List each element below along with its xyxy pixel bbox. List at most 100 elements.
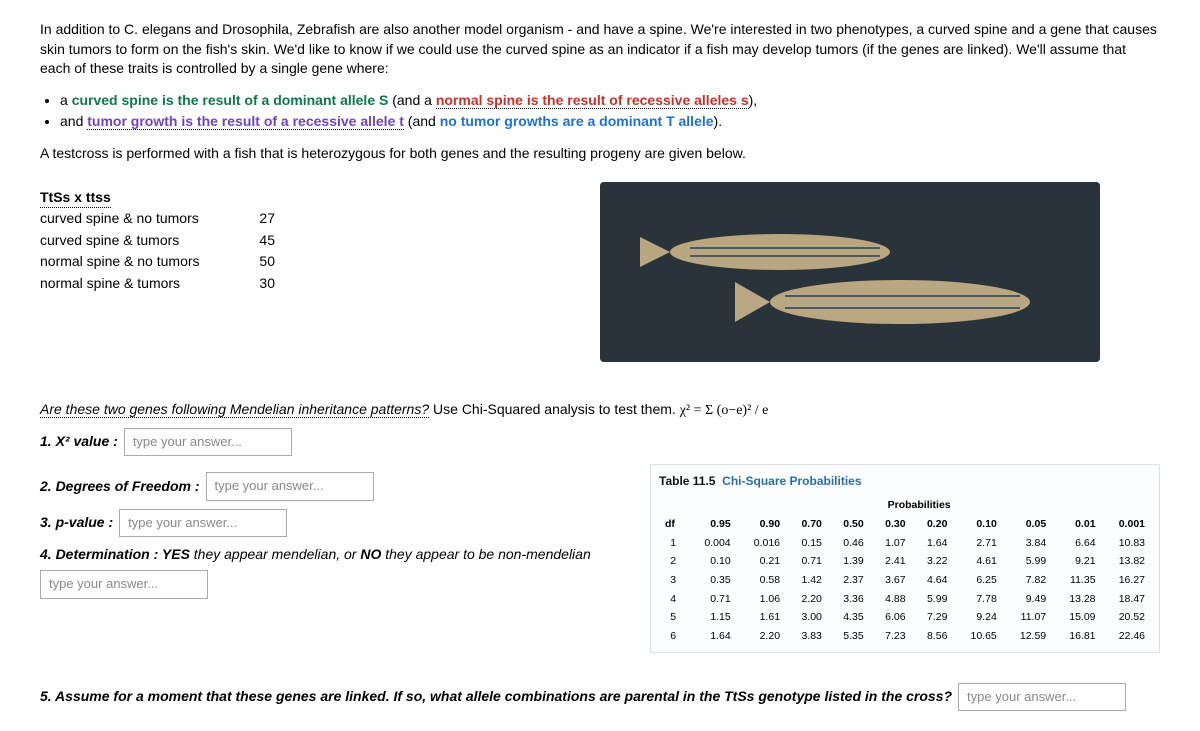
q5-input[interactable]: type your answer... (958, 683, 1126, 711)
chi-cell: 13.82 (1102, 552, 1151, 571)
chi-cell: 8.56 (912, 627, 954, 646)
chi-cell: 2.20 (737, 627, 786, 646)
chi-cell: 1.42 (786, 571, 828, 590)
chi-cell: 6.25 (953, 571, 1002, 590)
chi-cell: 0.71 (687, 590, 736, 609)
rule2-a: and (60, 113, 87, 129)
q3-input[interactable]: type your answer... (119, 509, 287, 537)
chi-col-header: 0.001 (1102, 515, 1151, 534)
rule1-c: (and a (388, 92, 435, 108)
chi-cell: 6.06 (870, 608, 912, 627)
chi-cell: 0.71 (786, 552, 828, 571)
chi-cell: 0.21 (737, 552, 786, 571)
chi-df-cell: 3 (659, 571, 687, 590)
chi-cell: 5.99 (1003, 552, 1052, 571)
chi-cell: 9.21 (1052, 552, 1101, 571)
intro-text: In addition to C. elegans and Drosophila… (40, 21, 1157, 76)
chi-row: 61.642.203.835.357.238.5610.6512.5916.81… (659, 627, 1151, 646)
q5-label: 5. Assume for a moment that these genes … (40, 687, 952, 707)
q3-label: 3. p-value : (40, 513, 113, 533)
chi-df-header: df (659, 515, 687, 534)
chi-cell: 16.81 (1052, 627, 1101, 646)
q4-row: 4. Determination : YES they appear mende… (40, 545, 650, 599)
chi-cell: 15.09 (1052, 608, 1101, 627)
chi-cell: 3.67 (870, 571, 912, 590)
chi-table-title: Table 11.5 Chi-Square Probabilities (659, 469, 1151, 496)
q4-input[interactable]: type your answer... (40, 570, 208, 598)
chi-cell: 7.82 (1003, 571, 1052, 590)
rule-1: a curved spine is the result of a domina… (60, 91, 1160, 111)
chi-cell: 7.78 (953, 590, 1002, 609)
chi-col-header: 0.05 (1003, 515, 1052, 534)
chi-cell: 0.15 (786, 534, 828, 553)
chi-row: 10.0040.0160.150.461.071.642.713.846.641… (659, 534, 1151, 553)
chi-cell: 4.88 (870, 590, 912, 609)
chi-col-header: 0.70 (786, 515, 828, 534)
chi-df-cell: 6 (659, 627, 687, 646)
table-row: curved spine & no tumors27 (40, 208, 275, 230)
chi-data-table: Probabilitiesdf0.950.900.700.500.300.200… (659, 496, 1151, 646)
chi-cell: 1.64 (687, 627, 736, 646)
chi-cell: 2.41 (870, 552, 912, 571)
chi-cell: 1.15 (687, 608, 736, 627)
q4-no: NO (360, 546, 381, 562)
progeny-value: 50 (245, 251, 275, 273)
q5-row: 5. Assume for a moment that these genes … (40, 683, 1160, 711)
chi-cell: 20.52 (1102, 608, 1151, 627)
chi-col-header: 0.20 (912, 515, 954, 534)
table-row: normal spine & no tumors50 (40, 251, 275, 273)
q2-label: 2. Degrees of Freedom : (40, 477, 200, 497)
chi-col-header: 0.90 (737, 515, 786, 534)
chi-df-cell: 2 (659, 552, 687, 571)
progeny-label: normal spine & no tumors (40, 251, 245, 273)
chi-cell: 3.36 (828, 590, 870, 609)
chi-cell: 1.06 (737, 590, 786, 609)
table-row: normal spine & tumors30 (40, 273, 275, 295)
chi-row: 20.100.210.711.392.413.224.615.999.2113.… (659, 552, 1151, 571)
chi-col-header: 0.50 (828, 515, 870, 534)
q1-row: 1. X² value : type your answer... (40, 428, 1160, 456)
chi-cell: 18.47 (1102, 590, 1151, 609)
rule2-b: tumor growth is the result of a recessiv… (87, 113, 404, 130)
rule2-e: ). (714, 113, 723, 129)
cross-header: TtSs x ttss (40, 188, 111, 209)
q3-row: 3. p-value : type your answer... (40, 509, 650, 537)
chi-cell: 11.35 (1052, 571, 1101, 590)
chi-col-header: 0.30 (870, 515, 912, 534)
chi-question: Are these two genes following Mendelian … (40, 400, 1160, 421)
chi-title-num: Table 11.5 (659, 474, 715, 488)
rule2-c: (and (404, 113, 440, 129)
chi-cell: 7.23 (870, 627, 912, 646)
chi-df-cell: 1 (659, 534, 687, 553)
q1-input[interactable]: type your answer... (124, 428, 292, 456)
chi-cell: 3.00 (786, 608, 828, 627)
q4-yes: YES (162, 546, 190, 562)
chi-cell: 0.58 (737, 571, 786, 590)
chi-cell: 7.29 (912, 608, 954, 627)
rule-2: and tumor growth is the result of a rece… (60, 112, 1160, 132)
q4-e: they appear to be non-mendelian (381, 546, 590, 562)
chi-cell: 5.99 (912, 590, 954, 609)
chi-title-text: Chi-Square Probabilities (722, 474, 861, 488)
chi-cell: 0.10 (687, 552, 736, 571)
chi-cell: 11.07 (1003, 608, 1052, 627)
chi-cell: 16.27 (1102, 571, 1151, 590)
rules-list: a curved spine is the result of a domina… (60, 91, 1160, 132)
chi-square-table: Table 11.5 Chi-Square Probabilities Prob… (650, 464, 1160, 652)
chi-col-header: 0.10 (953, 515, 1002, 534)
chi-row: 40.711.062.203.364.885.997.789.4913.2818… (659, 590, 1151, 609)
chi-cell: 4.61 (953, 552, 1002, 571)
progeny-value: 30 (245, 273, 275, 295)
chi-cell: 0.016 (737, 534, 786, 553)
q2-row: 2. Degrees of Freedom : type your answer… (40, 472, 650, 500)
chi-cell: 1.39 (828, 552, 870, 571)
chi-cell: 9.49 (1003, 590, 1052, 609)
q1-label: 1. X² value : (40, 432, 118, 452)
q2-input[interactable]: type your answer... (206, 472, 374, 500)
chi-cell: 10.83 (1102, 534, 1151, 553)
chi-cell: 6.64 (1052, 534, 1101, 553)
chi-cell: 1.64 (912, 534, 954, 553)
q4-text: 4. Determination : YES they appear mende… (40, 546, 591, 562)
progeny-table: curved spine & no tumors27 curved spine … (40, 208, 275, 294)
chi-cell: 3.83 (786, 627, 828, 646)
